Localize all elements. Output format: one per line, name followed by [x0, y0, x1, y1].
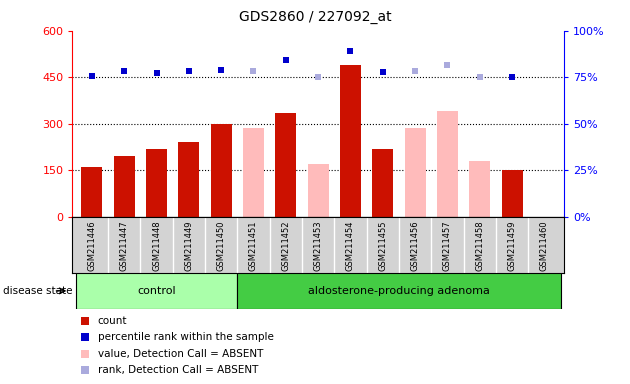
Bar [210, 124, 232, 217]
Text: GSM211450: GSM211450 [217, 221, 226, 271]
Text: GSM211456: GSM211456 [411, 221, 420, 271]
Bar [501, 170, 523, 217]
Bar [178, 142, 199, 217]
Bar [81, 167, 102, 217]
Text: count: count [98, 316, 127, 326]
Text: control: control [137, 286, 176, 296]
Text: GSM211457: GSM211457 [443, 221, 452, 271]
Text: GSM211446: GSM211446 [88, 221, 96, 271]
Bar [372, 149, 393, 217]
Text: GSM211451: GSM211451 [249, 221, 258, 271]
Bar [76, 273, 238, 309]
Text: GSM211453: GSM211453 [314, 221, 323, 271]
Bar [469, 161, 490, 217]
Text: GSM211458: GSM211458 [475, 221, 484, 271]
Bar [113, 156, 135, 217]
Text: GSM211447: GSM211447 [120, 221, 129, 271]
Text: GSM211455: GSM211455 [378, 221, 387, 271]
Text: GSM211448: GSM211448 [152, 221, 161, 271]
Bar [307, 164, 329, 217]
Text: GSM211449: GSM211449 [185, 221, 193, 271]
Text: aldosterone-producing adenoma: aldosterone-producing adenoma [308, 286, 490, 296]
Bar [146, 149, 167, 217]
Text: GSM211460: GSM211460 [540, 221, 549, 271]
Text: value, Detection Call = ABSENT: value, Detection Call = ABSENT [98, 349, 263, 359]
Text: GSM211452: GSM211452 [282, 221, 290, 271]
Text: rank, Detection Call = ABSENT: rank, Detection Call = ABSENT [98, 365, 258, 375]
Text: GSM211459: GSM211459 [508, 221, 517, 271]
Bar [243, 129, 264, 217]
Bar [340, 65, 361, 217]
Bar [275, 113, 296, 217]
Bar [238, 273, 561, 309]
Text: GSM211454: GSM211454 [346, 221, 355, 271]
Text: GDS2860 / 227092_at: GDS2860 / 227092_at [239, 10, 391, 23]
Text: percentile rank within the sample: percentile rank within the sample [98, 332, 273, 342]
Bar [404, 129, 426, 217]
Text: disease state: disease state [3, 286, 72, 296]
Bar [437, 111, 458, 217]
